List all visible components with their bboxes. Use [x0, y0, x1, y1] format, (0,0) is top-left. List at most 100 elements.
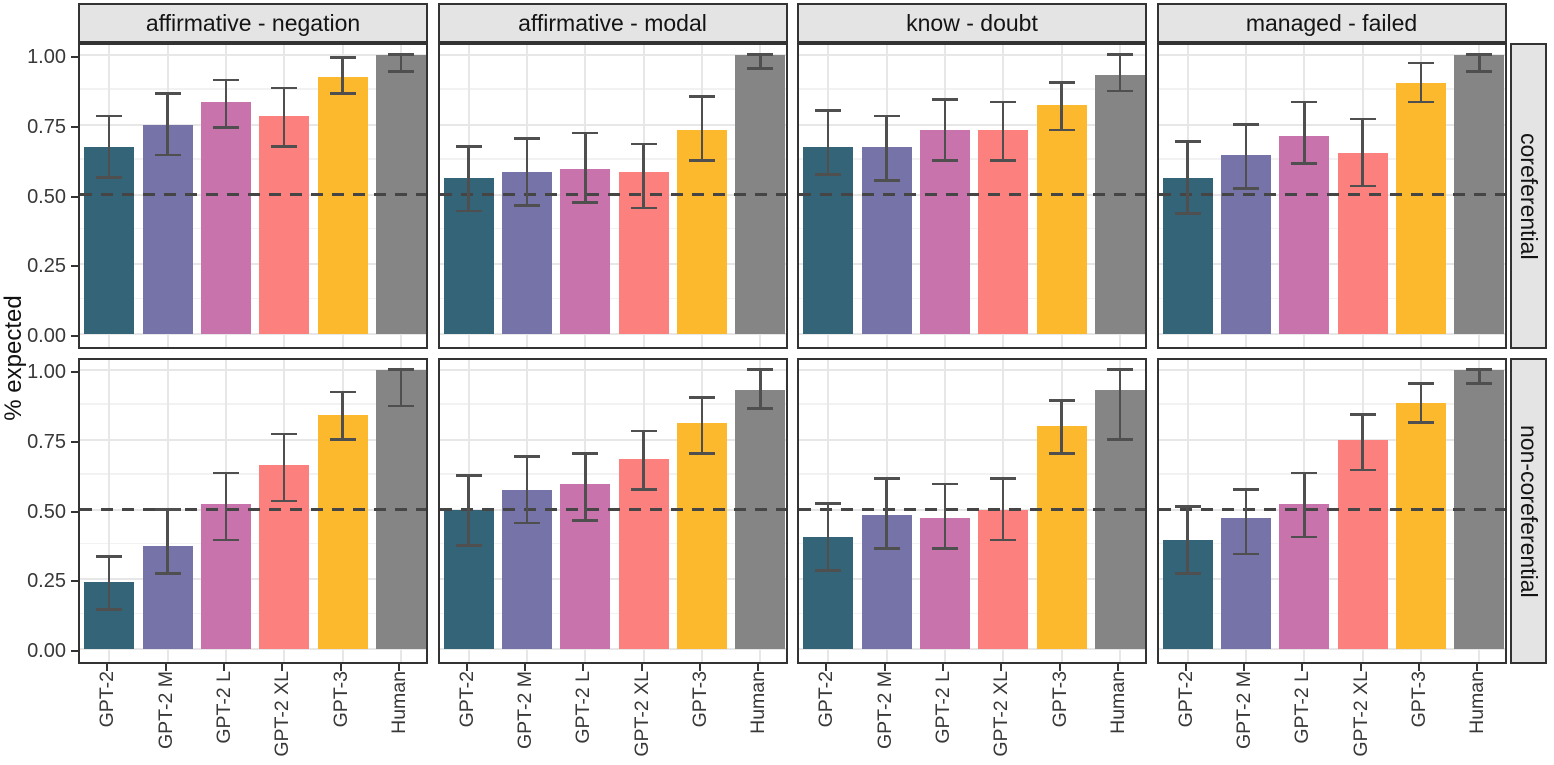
errorbar-cap-top — [931, 482, 958, 486]
gridline-major-y — [80, 333, 426, 335]
errorbar-cap-bottom — [1466, 70, 1493, 73]
x-tick-mark — [699, 664, 701, 671]
gridline-minor-y — [439, 542, 786, 545]
x-tick-mark — [1116, 664, 1119, 671]
facet-column-strip: affirmative - negation — [78, 3, 428, 43]
gridline-major-y — [799, 578, 1145, 581]
gridline-major-y — [1158, 369, 1505, 371]
errorbar-cap-top — [1349, 413, 1376, 416]
errorbar-cap-bottom — [271, 145, 298, 149]
x-tick-mark — [941, 664, 944, 671]
errorbar-cap-bottom — [1233, 552, 1259, 556]
errorbar-line — [282, 434, 286, 502]
gridline-major-y — [799, 54, 1145, 56]
bar-GPT-2 — [803, 147, 854, 334]
chance-reference-line — [1158, 508, 1505, 511]
gridline-major-y — [439, 369, 786, 371]
errorbar-cap-bottom — [1233, 187, 1259, 190]
gridline-minor-y — [439, 88, 786, 90]
errorbar-cap-bottom — [1466, 382, 1493, 385]
errorbar-cap-top — [990, 477, 1017, 480]
errorbar-cap-bottom — [1174, 572, 1201, 575]
gridline-minor-y — [1158, 473, 1505, 475]
y-tick-label: 0.25 — [27, 570, 66, 593]
y-tick-label: 0.50 — [27, 185, 66, 208]
gridline-major-y — [1158, 438, 1505, 441]
errorbar-line — [467, 147, 470, 212]
x-tick-mark — [164, 664, 167, 671]
x-tick-mark — [825, 664, 828, 671]
panel-non-coreferential-2 — [437, 358, 788, 664]
x-tick-mark — [582, 664, 585, 671]
x-tick-mark — [883, 664, 886, 671]
gridline-minor-y — [80, 612, 426, 615]
errorbar-cap-top — [455, 145, 482, 149]
panel-coreferential-2 — [437, 43, 788, 349]
errorbar-line — [885, 478, 888, 549]
gridline-major-y — [799, 263, 1145, 266]
errorbar-cap-bottom — [990, 159, 1017, 163]
y-axis-title: % expected — [0, 295, 27, 421]
gridline-minor-y — [1158, 297, 1505, 300]
x-tick-label: GPT-2 M — [514, 671, 536, 750]
x-tick-label: GPT-3 — [689, 671, 711, 728]
errorbar-cap-bottom — [873, 178, 900, 182]
errorbar-cap-bottom — [1349, 184, 1376, 188]
gridline-minor-y — [80, 88, 426, 90]
facet-row-strip: coreferential — [1510, 43, 1547, 349]
errorbar-line — [642, 431, 645, 490]
errorbar-cap-bottom — [1174, 212, 1201, 216]
errorbar-cap-bottom — [931, 159, 958, 163]
errorbar-cap-bottom — [271, 499, 298, 503]
errorbar-line — [166, 94, 169, 156]
gridline-minor-y — [80, 542, 426, 545]
x-tick-mark — [1058, 664, 1061, 671]
bar-GPT-3 — [1036, 105, 1087, 334]
errorbar-cap-top — [154, 507, 181, 511]
errorbar-line — [1419, 63, 1423, 103]
chance-reference-line — [80, 193, 426, 196]
y-tick-mark — [71, 335, 78, 337]
errorbar-line — [826, 503, 830, 571]
errorbar-line — [107, 556, 111, 610]
errorbar-line — [759, 370, 762, 410]
bar-GPT-3 — [317, 414, 368, 649]
x-tick-label: GPT-3 — [1408, 671, 1430, 728]
errorbar-cap-top — [455, 474, 482, 478]
facet-row-label: coreferential — [1516, 132, 1542, 260]
gridline-minor-y — [1158, 158, 1505, 160]
errorbar-cap-bottom — [689, 452, 715, 455]
x-tick-label: GPT-3 — [329, 671, 352, 728]
errorbar-cap-top — [630, 142, 657, 146]
panel-coreferential-4 — [1156, 43, 1507, 349]
gridline-minor-y — [80, 473, 426, 475]
gridline-major-y — [1158, 123, 1505, 126]
errorbar-cap-top — [1048, 399, 1075, 402]
errorbar-line — [943, 484, 947, 549]
facet-row-label: non-coreferential — [1516, 424, 1542, 598]
errorbar-line — [399, 55, 403, 72]
x-tick-mark — [1418, 664, 1420, 671]
errorbar-line — [1001, 102, 1005, 162]
x-tick-label: GPT-2 L — [572, 671, 595, 744]
x-tick-label: GPT-2 — [815, 671, 838, 728]
facet-column-label: know - doubt — [906, 9, 1038, 36]
x-tick-label: GPT-2 M — [873, 671, 896, 750]
bar-Human — [1094, 74, 1145, 334]
gridline-minor-y — [799, 158, 1145, 160]
errorbar-cap-bottom — [1106, 89, 1133, 93]
errorbar-line — [341, 57, 344, 95]
errorbar-cap-top — [873, 114, 900, 118]
errorbar-line — [1118, 55, 1122, 92]
gridline-minor-y — [439, 297, 786, 300]
errorbar-line — [1419, 383, 1423, 424]
x-tick-label: GPT-2 XL — [630, 671, 653, 757]
errorbar-cap-bottom — [990, 538, 1017, 542]
errorbar-line — [943, 99, 947, 162]
errorbar-cap-bottom — [387, 404, 414, 408]
panel-non-coreferential-1 — [78, 358, 428, 664]
errorbar-cap-bottom — [572, 519, 599, 522]
gridline-major-y — [439, 438, 786, 441]
errorbar-cap-bottom — [689, 159, 715, 163]
errorbar-line — [1186, 141, 1189, 215]
